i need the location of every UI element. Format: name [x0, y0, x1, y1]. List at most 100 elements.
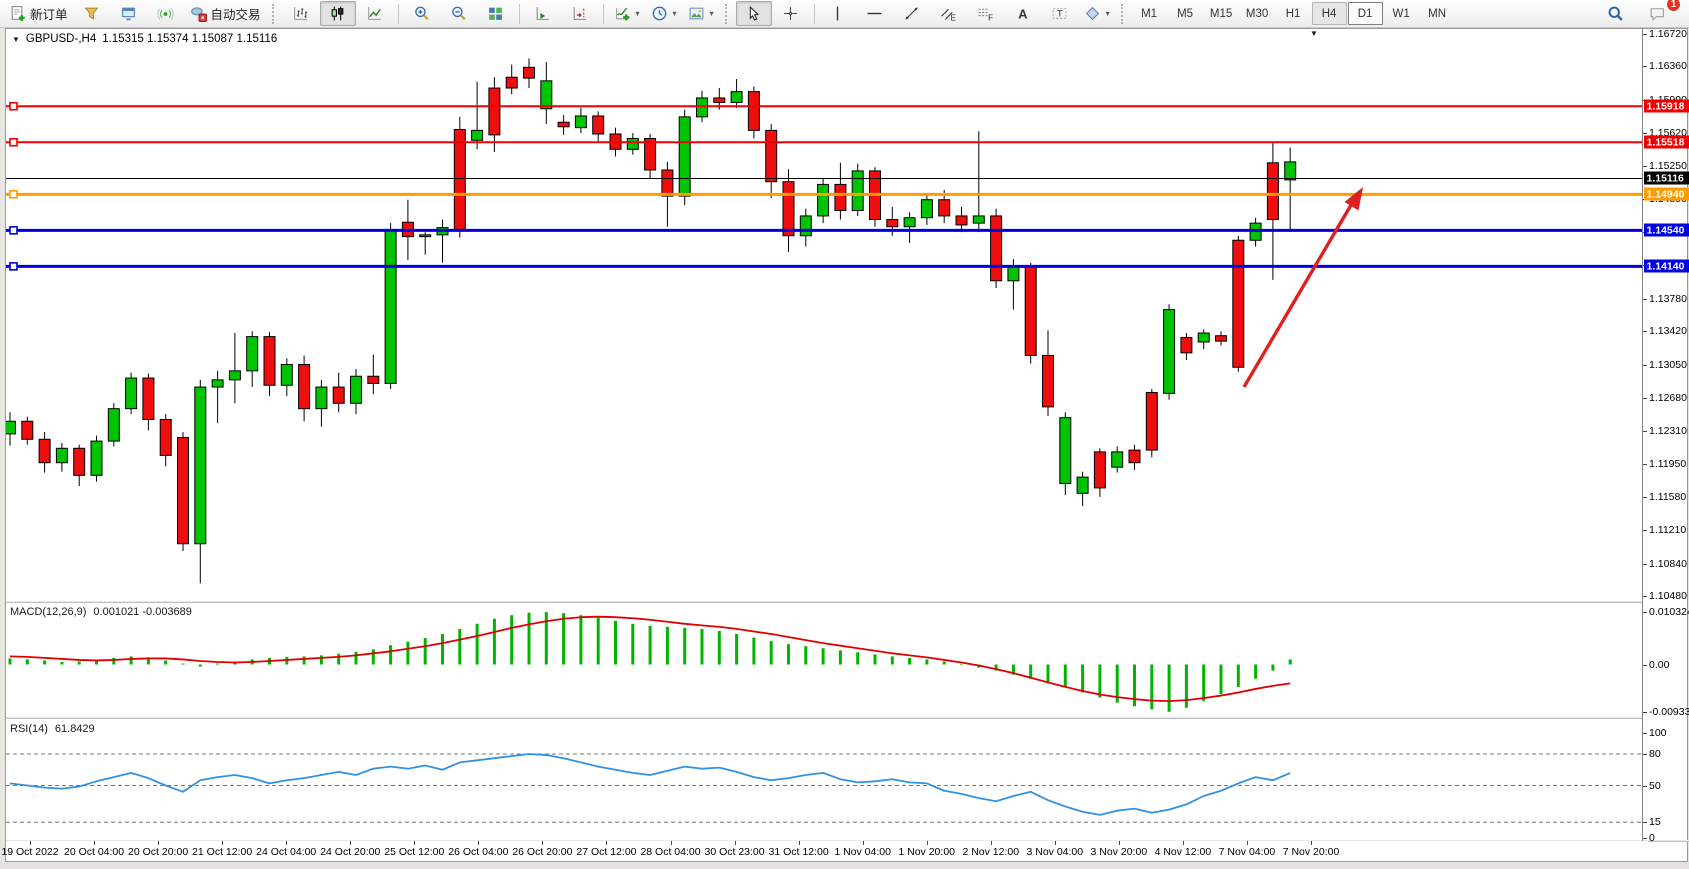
bars-icon: [294, 7, 308, 20]
time-tick-mark: [990, 841, 992, 845]
toolbar-grip[interactable]: [1120, 3, 1126, 24]
text-label-button[interactable]: T: [1042, 1, 1078, 26]
price-line-1.14940[interactable]: [6, 190, 1642, 199]
time-tick-mark: [350, 841, 352, 845]
price-tick-mark: [1643, 431, 1647, 433]
auto-scroll-button[interactable]: [525, 1, 561, 26]
signals-button[interactable]: [148, 1, 184, 26]
time-axis-label: 3 Nov 20:00: [1090, 846, 1148, 858]
trendline-button[interactable]: [894, 1, 930, 26]
rsi-axis-label: 15: [1649, 816, 1661, 829]
timeframe-d1[interactable]: D1: [1347, 2, 1383, 25]
chart-shift-marker[interactable]: ▼: [1310, 29, 1318, 38]
tile-windows-button[interactable]: [478, 1, 514, 26]
chart-shift-button[interactable]: [562, 1, 598, 26]
price-tick-mark: [1643, 463, 1647, 465]
svg-text:F: F: [988, 13, 993, 22]
vertical-line-button[interactable]: [820, 1, 856, 26]
macd-axis-label: 0.010324: [1649, 606, 1689, 618]
text-button[interactable]: A: [1005, 1, 1041, 26]
timeframe-h1[interactable]: H1: [1276, 2, 1311, 25]
templates-button[interactable]: ▾: [683, 1, 719, 26]
price-tick-label: 1.11580: [1649, 490, 1687, 503]
rsi-chart[interactable]: [6, 719, 1642, 840]
timeframe-mn[interactable]: MN: [1420, 2, 1455, 25]
search-button[interactable]: [1597, 1, 1633, 26]
new-order-button[interactable]: 新订单: [4, 1, 73, 26]
time-axis-label: 21 Oct 12:00: [192, 846, 253, 858]
macd-axis-label: 0.00: [1649, 658, 1670, 671]
periods-button[interactable]: ▾: [646, 1, 682, 26]
price-tick-label: 1.10840: [1649, 557, 1687, 570]
fibonacci-button[interactable]: F: [968, 1, 1004, 26]
price-line-1.15918[interactable]: [6, 101, 1642, 111]
chartshift-icon: [573, 7, 586, 20]
equidistant-channel-button[interactable]: E: [931, 1, 967, 26]
price-line-1.14540[interactable]: [6, 226, 1642, 235]
time-tick-mark: [414, 841, 416, 845]
price-tick-label: 1.15250: [1649, 160, 1687, 173]
main-chart-panel[interactable]: [4, 29, 1642, 600]
toolbar-right-group: 1: [1597, 0, 1685, 26]
timeframe-w1-label: W1: [1392, 7, 1410, 20]
candlestick-chart[interactable]: [4, 29, 1642, 600]
time-tick-mark: [1118, 841, 1120, 845]
chart-title: ▼ GBPUSD-,H4 1.15315 1.15374 1.15087 1.1…: [12, 33, 277, 45]
macd-panel[interactable]: [6, 603, 1642, 716]
timeframe-h4[interactable]: H4: [1311, 2, 1347, 25]
candlestick-chart-button[interactable]: [319, 1, 356, 26]
price-tick-label: 1.11950: [1649, 457, 1687, 470]
time-axis-label: 31 Oct 12:00: [768, 846, 829, 858]
timeframe-m15[interactable]: M15: [1204, 2, 1239, 25]
bar-chart-button[interactable]: [283, 1, 319, 26]
zoom-out-icon: [452, 6, 466, 21]
price-line-1.14140[interactable]: [6, 262, 1642, 271]
charts-button[interactable]: [74, 1, 110, 26]
time-axis[interactable]: 19 Oct 2022 20 Oct 04:00 20 Oct 20:00 21 Oc…: [1, 841, 1648, 861]
time-axis-label: 27 Oct 12:00: [576, 846, 637, 858]
autotrading-button-label: 自动交易: [210, 8, 261, 22]
autotrading-button[interactable]: 自动交易: [185, 1, 266, 26]
rsi-value: 61.8429: [54, 723, 95, 735]
time-axis-label: 2 Nov 12:00: [962, 846, 1020, 858]
timeframe-m30[interactable]: M30: [1240, 2, 1275, 25]
crosshair-button[interactable]: [773, 1, 809, 26]
zoom-in-button[interactable]: [404, 1, 440, 26]
rsi-axis-label: 80: [1649, 748, 1661, 760]
arrows-button[interactable]: ▾: [1079, 1, 1115, 26]
cursor-button[interactable]: [735, 1, 772, 26]
timeframe-m30-label: M30: [1245, 7, 1269, 20]
rsi-panel[interactable]: [6, 719, 1642, 840]
toolbar-grip[interactable]: [724, 3, 730, 24]
trend-arrow[interactable]: [1242, 187, 1363, 388]
vline-icon: [836, 6, 839, 21]
market-watch-button[interactable]: [111, 1, 147, 26]
chart-menu-icon[interactable]: ▼: [12, 34, 20, 44]
chat-button[interactable]: 1: [1639, 0, 1681, 26]
macd-chart[interactable]: [6, 603, 1642, 716]
price-line-label-1.14140: 1.14140: [1643, 259, 1689, 273]
zoom-out-button[interactable]: [441, 1, 477, 26]
dropdown-arrow-icon: ▾: [709, 9, 714, 18]
hline-icon: [867, 12, 882, 15]
panel-separator-1[interactable]: [6, 601, 1642, 603]
timeframe-w1[interactable]: W1: [1384, 2, 1419, 25]
horizontal-line-button[interactable]: [857, 1, 893, 26]
toolbar-grip[interactable]: [271, 3, 277, 24]
price-tick-label: 1.12680: [1649, 391, 1687, 404]
toolbar-separator: [397, 3, 399, 24]
rsi-tick-mark: [1643, 822, 1647, 824]
search-icon: [1608, 6, 1623, 21]
time-axis-label: 20 Oct 20:00: [128, 846, 189, 858]
timeframe-mn-label: MN: [1428, 7, 1447, 20]
timeframe-m1[interactable]: M1: [1132, 2, 1167, 25]
time-tick-mark: [1054, 841, 1056, 845]
time-tick-mark: [734, 841, 736, 845]
price-line-1.15518[interactable]: [6, 137, 1642, 147]
time-axis-label: 25 Oct 12:00: [384, 846, 445, 858]
line-chart-button[interactable]: [357, 1, 393, 26]
toolbar-separator: [813, 3, 815, 24]
timeframe-m5[interactable]: M5: [1168, 2, 1203, 25]
indicators-button[interactable]: ▾: [609, 1, 645, 26]
panel-separator-2[interactable]: [6, 717, 1642, 719]
